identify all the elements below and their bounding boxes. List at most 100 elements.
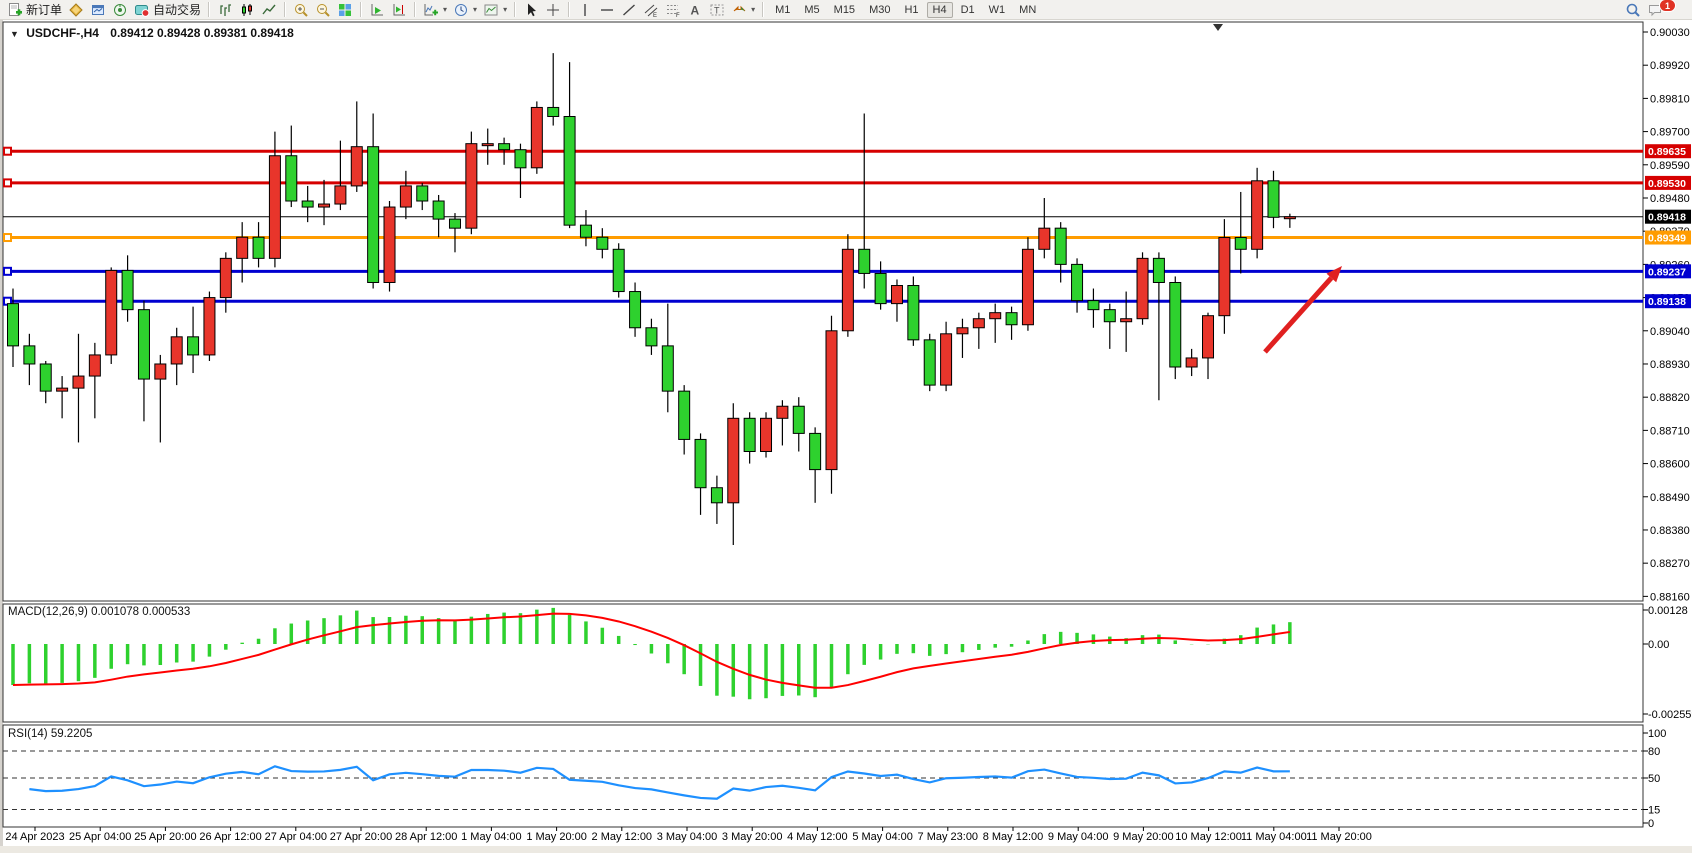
auto-scroll-button[interactable] (366, 1, 388, 19)
zoom-out-button[interactable] (312, 1, 334, 19)
candle-body (596, 236, 609, 250)
vertical-line-button[interactable] (574, 1, 596, 19)
price-tag (1645, 144, 1691, 159)
price-axis: 0.90030 0.89920 0.89810 0.89700 0.89590 0.894… (1643, 27, 1692, 830)
bottom-strip (0, 846, 1692, 853)
macd-tick-label: 0.00 (1648, 639, 1669, 651)
market-watch-button[interactable] (65, 1, 87, 19)
periods-button[interactable]: ▾ (450, 1, 480, 19)
arrows-button[interactable]: ▾ (728, 1, 758, 19)
templates-icon (484, 4, 498, 15)
equidistant-channel-button[interactable]: E (640, 1, 662, 19)
line-drag-handle[interactable] (3, 233, 12, 243)
price-tag-label: 0.89530 (1648, 178, 1686, 190)
line-drag-handle[interactable] (3, 266, 12, 276)
macd-histogram (11, 607, 1292, 700)
autotrading-button[interactable]: 自动交易 (131, 1, 204, 19)
line-chart-icon (262, 4, 276, 14)
tab-timeframe-h1[interactable]: H1 (904, 3, 919, 16)
price-tick-label: 0.88710 (1650, 425, 1690, 437)
new-order-button[interactable]: 新订单 (4, 1, 65, 19)
tab-timeframe-mn[interactable]: MN (1019, 3, 1037, 16)
toolbar-separator (514, 2, 517, 17)
notification-badge: 1 (1659, 0, 1676, 12)
price-tag-label: 0.89349 (1648, 233, 1686, 245)
autotrading-icon (135, 4, 150, 17)
candle-body (416, 185, 429, 202)
price-tag (1645, 264, 1691, 279)
navigator-button[interactable] (109, 1, 131, 19)
templates-button[interactable]: ▾ (480, 1, 510, 19)
candle-body (792, 405, 805, 434)
tab-timeframe-m1[interactable]: M1 (775, 3, 791, 16)
price-tag (1645, 175, 1691, 190)
price-tag (1645, 230, 1691, 245)
line-drag-handle[interactable] (3, 178, 12, 188)
tile-windows-button[interactable] (334, 1, 356, 19)
candle-body (465, 143, 478, 229)
chart-symbol-period: USDCHF-,H4 (26, 26, 99, 40)
rsi-tick-label: 100 (1648, 728, 1666, 740)
candle-body (72, 375, 85, 389)
tab-timeframe-d1[interactable]: D1 (960, 3, 975, 16)
candle-body (874, 272, 887, 305)
tab-timeframe-m5[interactable]: M5 (804, 3, 820, 16)
candle-body (498, 143, 511, 151)
tab-timeframe-w1[interactable]: W1 (988, 3, 1006, 16)
macd-tick-label: 0.00128 (1648, 605, 1688, 617)
tab-timeframe-m15[interactable]: M15 (833, 3, 856, 16)
indicators-button[interactable]: ▾ (420, 1, 450, 19)
price-tick-label: 0.90030 (1650, 27, 1690, 39)
time-tick-label: 27 Apr 20:00 (330, 831, 392, 843)
trend-arrow-annotation[interactable] (1263, 276, 1334, 354)
templates-caret: ▾ (503, 5, 508, 14)
candle-body (481, 143, 494, 147)
fibonacci-button[interactable]: F (662, 1, 684, 19)
search-icon (1626, 3, 1640, 17)
time-tick-label: 28 Apr 12:00 (395, 831, 457, 843)
candle-body (612, 248, 625, 293)
bar-chart-button[interactable] (214, 1, 236, 19)
zoom-in-button[interactable] (290, 1, 312, 19)
auto-scroll-icon (371, 3, 384, 15)
toolbar-separator (208, 2, 211, 17)
toolbar-separator (762, 2, 765, 17)
trend-arrow-head[interactable] (1326, 266, 1342, 283)
chart-shift-marker[interactable] (1213, 24, 1223, 31)
candle-body (907, 285, 920, 341)
horizontal-line-button[interactable] (596, 1, 618, 19)
text-label-button[interactable]: T (706, 1, 728, 19)
line-drag-handle[interactable] (3, 146, 12, 156)
rsi-tick-label: 0 (1648, 818, 1654, 830)
tab-timeframe-m30[interactable]: M30 (869, 3, 891, 16)
cursor-button[interactable] (520, 1, 542, 19)
price-tag-label: 0.89138 (1648, 296, 1686, 308)
chart-menu-icon[interactable]: ▼ (10, 29, 19, 39)
cursor-icon (528, 3, 537, 16)
text-button[interactable]: A (684, 1, 706, 19)
chart-shift-button[interactable] (388, 1, 410, 19)
rsi-tick-label: 50 (1648, 773, 1660, 785)
candle-body (1087, 300, 1100, 311)
candle-body (187, 336, 200, 356)
price-tag-label: 0.89237 (1648, 266, 1686, 278)
candle-body (661, 345, 674, 392)
price-tick-label: 0.88930 (1650, 359, 1690, 371)
trendline-button[interactable] (618, 1, 640, 19)
tab-timeframe-h4[interactable]: H4 (926, 1, 953, 18)
candle-body (334, 185, 347, 205)
crosshair-button[interactable] (542, 1, 564, 19)
search-button[interactable] (1622, 1, 1644, 19)
candlesticks (7, 53, 1296, 546)
notifications-button[interactable]: 1 (1644, 0, 1686, 19)
data-window-button[interactable] (87, 1, 109, 19)
candlestick-chart-button[interactable] (236, 1, 258, 19)
line-chart-button[interactable] (258, 1, 280, 19)
candle-body (514, 149, 527, 169)
price-tick-label: 0.88820 (1650, 392, 1690, 404)
candle-body (760, 417, 773, 453)
candle-body (383, 206, 396, 283)
candle-body (367, 146, 380, 283)
chart-header[interactable]: ▼ USDCHF-,H4 0.89412 0.89428 0.89381 0.8… (10, 26, 294, 40)
